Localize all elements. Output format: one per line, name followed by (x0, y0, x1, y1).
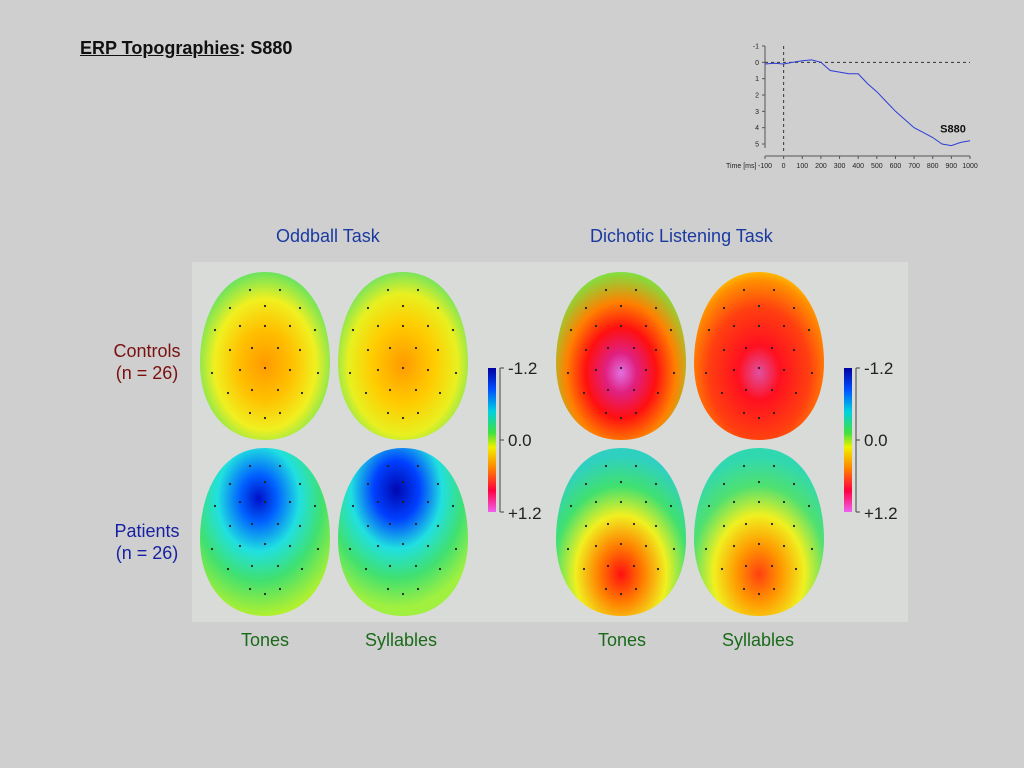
heading-oddball-task: Oddball Task (276, 226, 380, 246)
controls-name: Controls (113, 341, 181, 361)
x-tick-label: -100 (758, 163, 772, 170)
scale-oddball-bottom: +1.2 (508, 504, 542, 523)
x-tick-label: 800 (927, 163, 939, 170)
y-tick-label: 5 (755, 142, 759, 149)
title-underlined: ERP Topographies (80, 38, 240, 58)
topomap-patients-oddball-syllables (338, 448, 468, 616)
column-label-tones-oddball: Tones (240, 630, 290, 650)
x-tick-label: 0 (782, 163, 786, 170)
controls-count: (n = 26) (115, 363, 179, 383)
topography-svg (200, 272, 860, 616)
series-line-s880 (764, 59, 971, 147)
topomap-patients-oddball-tones (200, 448, 330, 616)
title-rest: : S880 (239, 38, 293, 58)
scale-oddball-mid: 0.0 (508, 431, 532, 450)
y-tick-label: 2 (755, 93, 759, 100)
heading-dichotic-task: Dichotic Listening Task (590, 226, 773, 246)
scale-oddball-top: -1.2 (508, 359, 538, 378)
x-tick-label: 200 (815, 163, 827, 170)
x-tick-label: 600 (890, 163, 902, 170)
topomap-patients-dichotic-syllables (694, 448, 824, 616)
patients-name: Patients (114, 521, 180, 541)
x-tick-label: 400 (852, 163, 864, 170)
topomap-patients-dichotic-tones (556, 448, 686, 616)
color-scale-oddball (488, 367, 504, 513)
x-tick-label: 300 (834, 163, 846, 170)
y-tick-label: 3 (755, 109, 759, 116)
patients-count: (n = 26) (115, 543, 179, 563)
column-label-tones-dichotic: Tones (597, 630, 647, 650)
y-tick-label: 1 (755, 76, 759, 83)
erp-waveform-chart: -1 0 1 2 3 4 5 -100 0 100 200 300 400 500 600 700 800 90… (720, 38, 980, 178)
topomap-controls-dichotic-tones (556, 272, 686, 440)
waveform-svg: -1 0 1 2 3 4 5 -100 0 100 200 300 400 500 600 700 800 90… (726, 44, 978, 171)
series-label: S880 (940, 124, 966, 136)
topomap-controls-dichotic-syllables (694, 272, 824, 440)
x-ticks: -100 0 100 200 300 400 500 600 700 800 900 1000 (758, 156, 978, 170)
y-tick-label: 0 (755, 60, 759, 67)
y-tick-label: -1 (753, 44, 759, 51)
scale-dichotic-bottom: +1.2 (864, 504, 898, 523)
topomap-controls-oddball-tones (200, 272, 330, 440)
row-label-controls: Controls (n = 26) (104, 340, 190, 384)
topography-panel (192, 262, 908, 622)
x-tick-label: 500 (871, 163, 883, 170)
row-label-patients: Patients (n = 26) (104, 520, 190, 564)
x-tick-label: 100 (796, 163, 808, 170)
topomap-controls-oddball-syllables (338, 272, 468, 440)
column-label-syllables-dichotic: Syllables (721, 630, 795, 650)
scale-dichotic-top: -1.2 (864, 359, 894, 378)
scale-dichotic-mid: 0.0 (864, 431, 888, 450)
x-tick-label: 700 (908, 163, 920, 170)
time-axis-label: Time [ms] (726, 163, 757, 170)
y-ticks: -1 0 1 2 3 4 5 (753, 44, 765, 149)
color-scale-dichotic (844, 367, 860, 513)
x-tick-label: 900 (946, 163, 958, 170)
y-tick-label: 4 (755, 125, 759, 132)
column-label-syllables-oddball: Syllables (364, 630, 438, 650)
page-title: ERP Topographies: S880 (80, 38, 292, 59)
x-tick-label: 1000 (962, 163, 978, 170)
